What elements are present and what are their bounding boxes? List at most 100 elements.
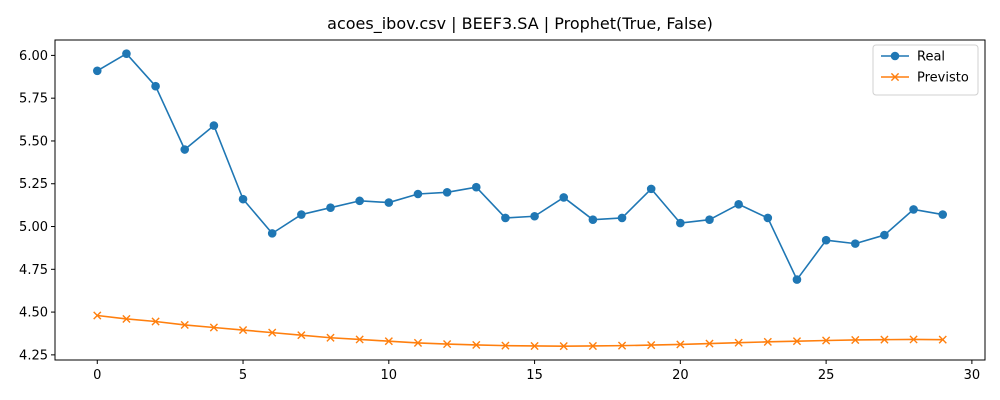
marker-stroke [617, 341, 627, 350]
marker-stroke [93, 311, 102, 320]
data-point-real [850, 239, 860, 248]
legend-entry-real: Real [881, 50, 945, 65]
marker-stroke [413, 338, 423, 347]
marker-stroke [268, 328, 277, 337]
data-point-previsto [559, 342, 568, 351]
legend-marker [890, 72, 900, 82]
data-point-previsto [93, 311, 102, 320]
data-point-real [792, 275, 802, 284]
data-point-real [151, 81, 160, 91]
y-tick-label: 5.00 [19, 220, 48, 235]
data-point-real [355, 196, 364, 206]
data-point-previsto [792, 337, 802, 346]
data-point-real [326, 203, 335, 213]
marker-stroke [705, 339, 714, 348]
data-point-real [442, 187, 452, 197]
data-point-real [92, 66, 102, 76]
data-point-previsto [472, 340, 481, 350]
data-point-previsto [355, 335, 364, 344]
data-point-previsto [909, 335, 918, 344]
marker-stroke [792, 337, 802, 346]
y-tick-label: 4.50 [19, 306, 48, 321]
legend-entry-previsto: Previsto [881, 71, 969, 86]
data-point-real [180, 145, 190, 154]
marker-stroke [209, 323, 218, 332]
y-tick-label: 5.50 [19, 134, 48, 149]
x-tick-label: 30 [964, 368, 981, 383]
marker-stroke [530, 341, 539, 351]
data-point-real [209, 121, 219, 130]
y-tick-label: 4.25 [19, 348, 48, 363]
marker-stroke [151, 317, 160, 326]
data-point-previsto [413, 338, 423, 347]
data-point-previsto [180, 320, 189, 330]
data-point-previsto [676, 340, 685, 349]
marker-stroke [822, 336, 831, 345]
data-point-previsto [297, 331, 306, 340]
data-point-previsto [734, 338, 743, 347]
data-point-previsto [209, 323, 218, 332]
marker-stroke [938, 335, 947, 344]
marker-stroke [443, 339, 452, 349]
marker-stroke [588, 341, 597, 351]
legend-marker [890, 51, 900, 61]
marker-stroke [122, 314, 131, 324]
x-tick-label: 10 [381, 368, 398, 383]
legend-label: Previsto [917, 71, 969, 86]
marker-stroke [355, 335, 364, 344]
data-point-real [384, 198, 394, 207]
data-point-real [880, 230, 889, 240]
data-point-real [297, 210, 306, 219]
data-point-previsto [384, 337, 393, 346]
marker-stroke [472, 340, 481, 350]
data-point-real [763, 213, 773, 223]
data-point-previsto [326, 333, 335, 342]
data-point-previsto [851, 335, 860, 345]
legend-box [872, 44, 979, 96]
y-tick-label: 6.00 [19, 49, 48, 64]
data-point-previsto [501, 341, 510, 350]
data-point-previsto [617, 341, 627, 350]
marker-stroke [559, 342, 568, 351]
marker-stroke [734, 338, 743, 347]
plot-area [92, 49, 948, 351]
data-point-previsto [443, 339, 452, 349]
marker-stroke [909, 335, 918, 344]
chart-title: acoes_ibov.csv | BEEF3.SA | Prophet(True… [327, 14, 713, 34]
data-point-real [646, 184, 656, 194]
marker-stroke [880, 335, 889, 344]
axes: 0 5 10 15 20 25 30 4.25 4.50 4.75 5.00 5.25 5.50 5.75… [19, 39, 986, 383]
marker-stroke [238, 325, 248, 335]
data-point-real [909, 205, 918, 214]
marker-stroke [676, 340, 685, 349]
marker-stroke [326, 333, 335, 342]
data-point-real [938, 210, 948, 219]
x-tick-label: 15 [526, 368, 543, 383]
data-point-real [617, 213, 627, 223]
data-point-real [267, 229, 277, 238]
data-point-previsto [880, 335, 889, 344]
data-point-previsto [588, 341, 597, 351]
data-point-previsto [151, 317, 160, 326]
data-point-real [413, 189, 423, 199]
marker-stroke [647, 341, 656, 350]
data-point-previsto [530, 341, 539, 351]
legend-label: Real [917, 50, 945, 65]
data-point-previsto [268, 328, 277, 337]
data-point-real [530, 211, 539, 221]
x-tick-label: 20 [672, 368, 689, 383]
data-point-previsto [647, 341, 656, 350]
marker-stroke [851, 335, 860, 345]
data-point-previsto [705, 339, 714, 348]
data-point-real [676, 218, 685, 228]
marker-stroke [763, 337, 772, 346]
marker-stroke [384, 337, 393, 346]
data-point-real [559, 193, 569, 202]
data-point-real [705, 215, 714, 224]
data-point-real [734, 199, 743, 209]
series-line-previsto [97, 314, 943, 347]
marker-stroke [180, 320, 189, 330]
data-point-real [501, 213, 510, 223]
data-point-real [238, 194, 248, 204]
plot-frame [54, 39, 986, 361]
